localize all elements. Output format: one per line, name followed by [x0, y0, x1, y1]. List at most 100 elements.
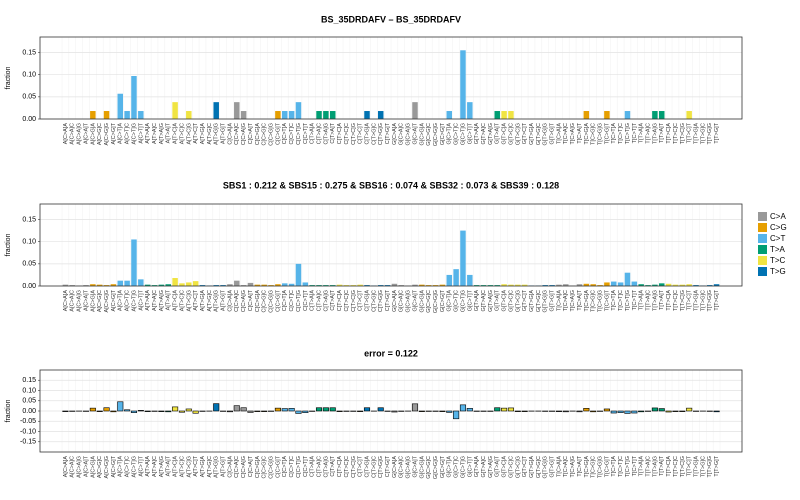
- bar: [343, 285, 350, 286]
- plot-frame: [39, 36, 743, 120]
- bar: [323, 285, 329, 286]
- x-tick-label: C[C>A]A: [227, 456, 233, 478]
- x-tick-label: G[T>A]G: [488, 290, 494, 312]
- bar: [514, 410, 521, 412]
- bar: [467, 102, 473, 119]
- x-tick-label: T[T>C]C: [673, 290, 679, 311]
- x-tick-label: A[C>A]G: [77, 290, 83, 312]
- bar: [254, 410, 261, 412]
- bar: [624, 272, 631, 286]
- bar: [247, 410, 254, 413]
- bar: [83, 285, 89, 286]
- x-tick-label: C[T>C]C: [344, 290, 350, 312]
- y-tick-label: 0.00: [22, 116, 36, 123]
- x-tick-label: C[T>C]C: [344, 123, 350, 145]
- x-tick-label: G[T>A]T: [495, 455, 501, 477]
- x-tick-label: G[T>G]A: [529, 456, 535, 478]
- bar: [288, 111, 295, 119]
- x-tick-label: C[C>A]G: [241, 456, 247, 478]
- bar: [501, 284, 507, 286]
- x-tick-label: G[C>G]T: [440, 122, 446, 145]
- x-tick-label: G[C>G]T: [440, 289, 446, 312]
- x-tick-label: T[C>G]G: [598, 123, 604, 145]
- bar: [131, 76, 137, 119]
- bar: [295, 410, 302, 414]
- bar: [302, 282, 309, 286]
- x-tick-label: T[T>C]C: [673, 456, 679, 477]
- x-tick-label: T[T>C]A: [666, 290, 672, 311]
- legend-label: C>A: [770, 212, 786, 221]
- x-tick-label: T[T>G]C: [700, 290, 706, 311]
- x-tick-label: A[C>G]T: [111, 122, 117, 144]
- bar: [329, 285, 336, 286]
- y-tick-label: -0.10: [20, 428, 36, 435]
- bar: [316, 285, 322, 286]
- bar: [357, 284, 363, 286]
- x-tick-label: T[C>A]A: [556, 123, 562, 144]
- bar: [679, 284, 686, 286]
- bar: [501, 407, 508, 412]
- x-tick-label: T[C>A]T: [577, 289, 583, 310]
- bar: [652, 284, 658, 286]
- x-tick-label: A[C>G]A: [90, 290, 96, 312]
- x-tick-label: G[T>C]C: [508, 290, 514, 312]
- x-tick-label: A[C>T]G: [131, 123, 137, 145]
- x-tick-label: T[C>A]G: [570, 123, 576, 145]
- bar: [158, 410, 165, 412]
- bar: [391, 283, 398, 286]
- legend-swatch: [758, 223, 767, 232]
- bar: [576, 284, 583, 286]
- x-tick-label: T[T>A]A: [639, 123, 645, 144]
- x-tick-label: A[C>T]A: [118, 456, 124, 477]
- x-tick-label: C[C>T]A: [282, 290, 288, 312]
- x-tick-label: G[T>A]C: [481, 123, 487, 145]
- chart-title: BS_35DRDAFV – BS_35DRDAFV: [321, 14, 461, 24]
- bar: [665, 410, 672, 413]
- bar: [350, 285, 357, 286]
- bar: [418, 410, 425, 412]
- x-tick-label: G[T>C]G: [515, 290, 521, 312]
- bar: [138, 111, 144, 119]
- bar: [90, 284, 96, 286]
- x-tick-label: C[C>G]C: [262, 290, 268, 312]
- bar: [322, 407, 329, 412]
- bar: [686, 111, 692, 119]
- x-tick-label: G[C>T]C: [454, 290, 460, 312]
- bar: [261, 284, 267, 286]
- x-tick-label: G[C>T]G: [460, 123, 466, 145]
- x-tick-label: A[C>G]C: [97, 456, 103, 478]
- x-tick-label: G[C>A]C: [399, 456, 405, 478]
- x-tick-label: T[T>A]T: [659, 455, 665, 476]
- bar: [453, 269, 459, 286]
- legend-label: T>G: [770, 267, 786, 276]
- x-tick-label: G[C>G]C: [426, 456, 432, 479]
- bar: [446, 410, 453, 413]
- x-tick-label: T[C>T]C: [618, 456, 624, 477]
- x-tick-label: A[T>G]C: [207, 123, 213, 145]
- bar: [419, 284, 425, 286]
- x-tick-label: C[C>G]A: [255, 123, 261, 145]
- x-tick-label: A[T>A]A: [145, 290, 151, 311]
- x-tick-label: C[C>A]T: [248, 289, 254, 311]
- x-tick-label: T[C>A]A: [556, 290, 562, 311]
- x-tick-label: C[C>T]T: [303, 122, 309, 144]
- x-tick-label: A[T>A]G: [159, 456, 165, 477]
- x-tick-label: A[C>A]A: [63, 290, 69, 312]
- y-tick-label: -0.15: [20, 439, 36, 446]
- legend-swatch: [758, 267, 767, 276]
- x-tick-label: C[T>A]A: [310, 123, 316, 144]
- y-tick-label: -0.05: [20, 418, 36, 425]
- x-tick-label: G[T>A]A: [474, 123, 480, 145]
- x-tick-label: A[T>C]G: [186, 456, 192, 478]
- x-tick-label: A[C>A]T: [83, 122, 89, 144]
- bar: [363, 407, 371, 412]
- bar: [124, 111, 130, 119]
- x-tick-label: C[T>G]G: [378, 290, 384, 312]
- x-tick-label: A[C>A]T: [83, 289, 89, 311]
- bar: [144, 284, 151, 286]
- bar: [117, 280, 124, 286]
- x-tick-label: T[T>A]T: [659, 289, 665, 310]
- bar: [315, 407, 323, 412]
- x-tick-label: A[C>G]T: [111, 289, 117, 311]
- bar: [172, 102, 178, 119]
